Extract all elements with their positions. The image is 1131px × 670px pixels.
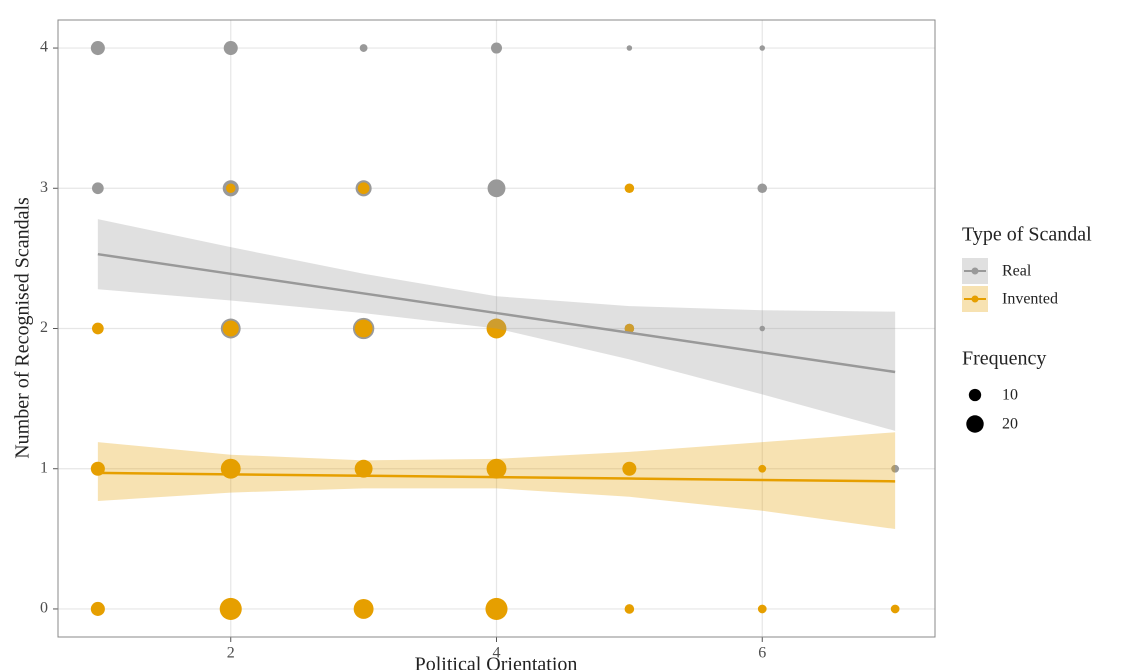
fit-line (97, 252, 896, 374)
point (626, 45, 633, 51)
y-tick-label: 3 (40, 179, 48, 196)
point (219, 597, 242, 620)
point (624, 323, 635, 334)
confidence-band (97, 219, 896, 431)
point (353, 599, 374, 619)
legend-label: 10 (1002, 387, 1018, 404)
point (486, 458, 507, 479)
y-tick-label: 2 (40, 319, 48, 336)
point (486, 318, 507, 339)
legend-size-dot (968, 388, 982, 402)
point (90, 601, 105, 616)
point (891, 464, 900, 473)
x-tick-label: 6 (758, 645, 766, 662)
y-tick-label: 4 (40, 39, 48, 56)
x-axis-title: Political Orientation (415, 654, 578, 670)
point (624, 604, 635, 614)
legend-label: 20 (1002, 416, 1018, 433)
x-tick-label: 4 (493, 645, 501, 662)
y-tick-label: 1 (40, 459, 48, 476)
point (357, 182, 370, 195)
legend-title: Frequency (962, 348, 1046, 370)
legend-dot (971, 267, 979, 275)
panel-border (57, 19, 936, 638)
point (758, 464, 767, 473)
point (223, 41, 238, 56)
point (92, 322, 104, 335)
legend-label: Real (1002, 263, 1032, 280)
y-tick-label: 0 (40, 600, 48, 617)
point (757, 183, 768, 194)
legend-size-dot (966, 415, 984, 433)
point (90, 41, 105, 56)
legend-dot (971, 295, 979, 303)
point (359, 44, 368, 52)
point (890, 604, 900, 614)
legend-title: Type of Scandal (962, 224, 1092, 246)
point (92, 182, 104, 195)
point (354, 319, 373, 338)
confidence-band (97, 432, 896, 530)
point (624, 183, 635, 194)
legend-label: Invented (1002, 291, 1058, 308)
fit-line (97, 471, 896, 483)
point (222, 320, 239, 337)
point (487, 179, 506, 198)
point (485, 597, 508, 620)
point (759, 45, 766, 51)
point (622, 461, 637, 476)
point (757, 604, 767, 614)
y-axis-title: Number of Recognised Scandals (12, 197, 34, 459)
point (354, 459, 373, 478)
point (225, 183, 236, 194)
point (490, 42, 503, 54)
x-tick-label: 2 (227, 645, 235, 662)
point (759, 325, 766, 332)
